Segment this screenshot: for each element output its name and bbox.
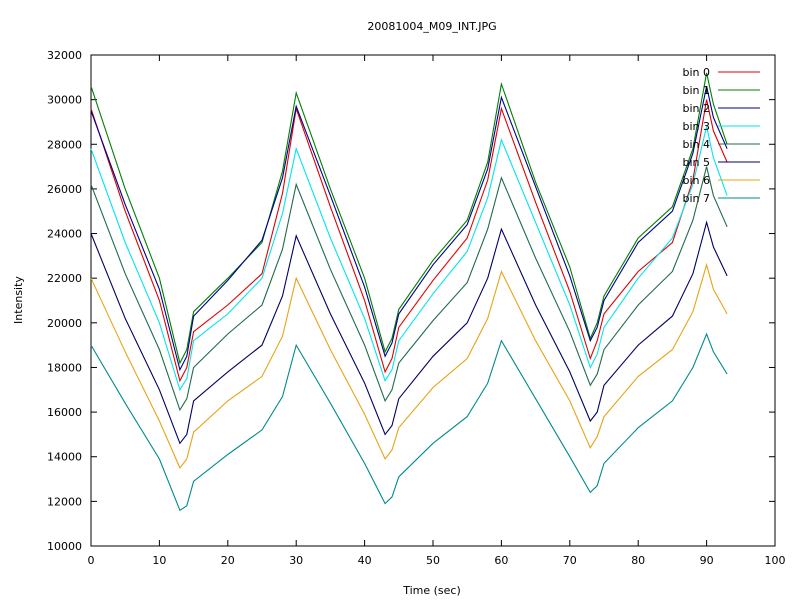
y-tick-label: 24000 [47,228,82,241]
x-tick-label: 70 [563,554,577,567]
legend-label: bin 7 [682,192,710,205]
legend-label: bin 1 [682,84,710,97]
legend-label: bin 6 [682,174,710,187]
legend-label: bin 2 [682,102,710,115]
x-tick-label: 60 [494,554,508,567]
series-line-bin-1 [90,72,728,365]
x-tick-label: 10 [152,554,166,567]
x-tick-label: 20 [221,554,235,567]
y-tick-label: 22000 [47,272,82,285]
legend-label: bin 4 [682,138,710,151]
series-line-bin-6 [90,262,728,469]
x-tick-label: 80 [631,554,645,567]
y-axis-label: Intensity [12,276,25,324]
x-tick-label: 100 [765,554,786,567]
y-tick-label: 32000 [47,49,82,62]
series-line-bin-2 [90,86,728,372]
chart-title: 20081004_M09_INT.JPG [367,20,496,33]
x-tick-label: 30 [289,554,303,567]
series-line-bin-0 [90,99,728,383]
y-tick-label: 28000 [47,138,82,151]
legend-label: bin 3 [682,120,710,133]
x-tick-label: 0 [88,554,95,567]
legend-label: bin 5 [682,156,710,169]
x-tick-label: 50 [426,554,440,567]
data-series [90,72,728,512]
y-tick-label: 30000 [47,94,82,107]
y-tick-label: 14000 [47,451,82,464]
y-tick-label: 18000 [47,361,82,374]
x-tick-label: 40 [358,554,372,567]
y-tick-label: 10000 [47,540,82,553]
series-line-bin-7 [90,332,728,512]
x-axis-label: Time (sec) [402,584,461,597]
plot-frame [90,54,776,547]
series-line-bin-5 [90,220,728,445]
axis-tick-labels: 0 10 20 30 40 50 60 70 80 90 100 10000 12000 14000 160… [47,49,786,567]
y-tick-label: 16000 [47,406,82,419]
legend: bin 0 bin 1 bin 2 bin 3 bin 4 bin 5 bin 6 bin 7 [682,66,760,205]
y-tick-label: 12000 [47,495,82,508]
y-tick-label: 20000 [47,317,82,330]
y-tick-label: 26000 [47,183,82,196]
axis-ticks [90,54,776,547]
x-tick-label: 90 [700,554,714,567]
series-line-bin-3 [90,126,728,392]
series-line-bin-4 [90,166,728,412]
legend-label: bin 0 [682,66,710,79]
